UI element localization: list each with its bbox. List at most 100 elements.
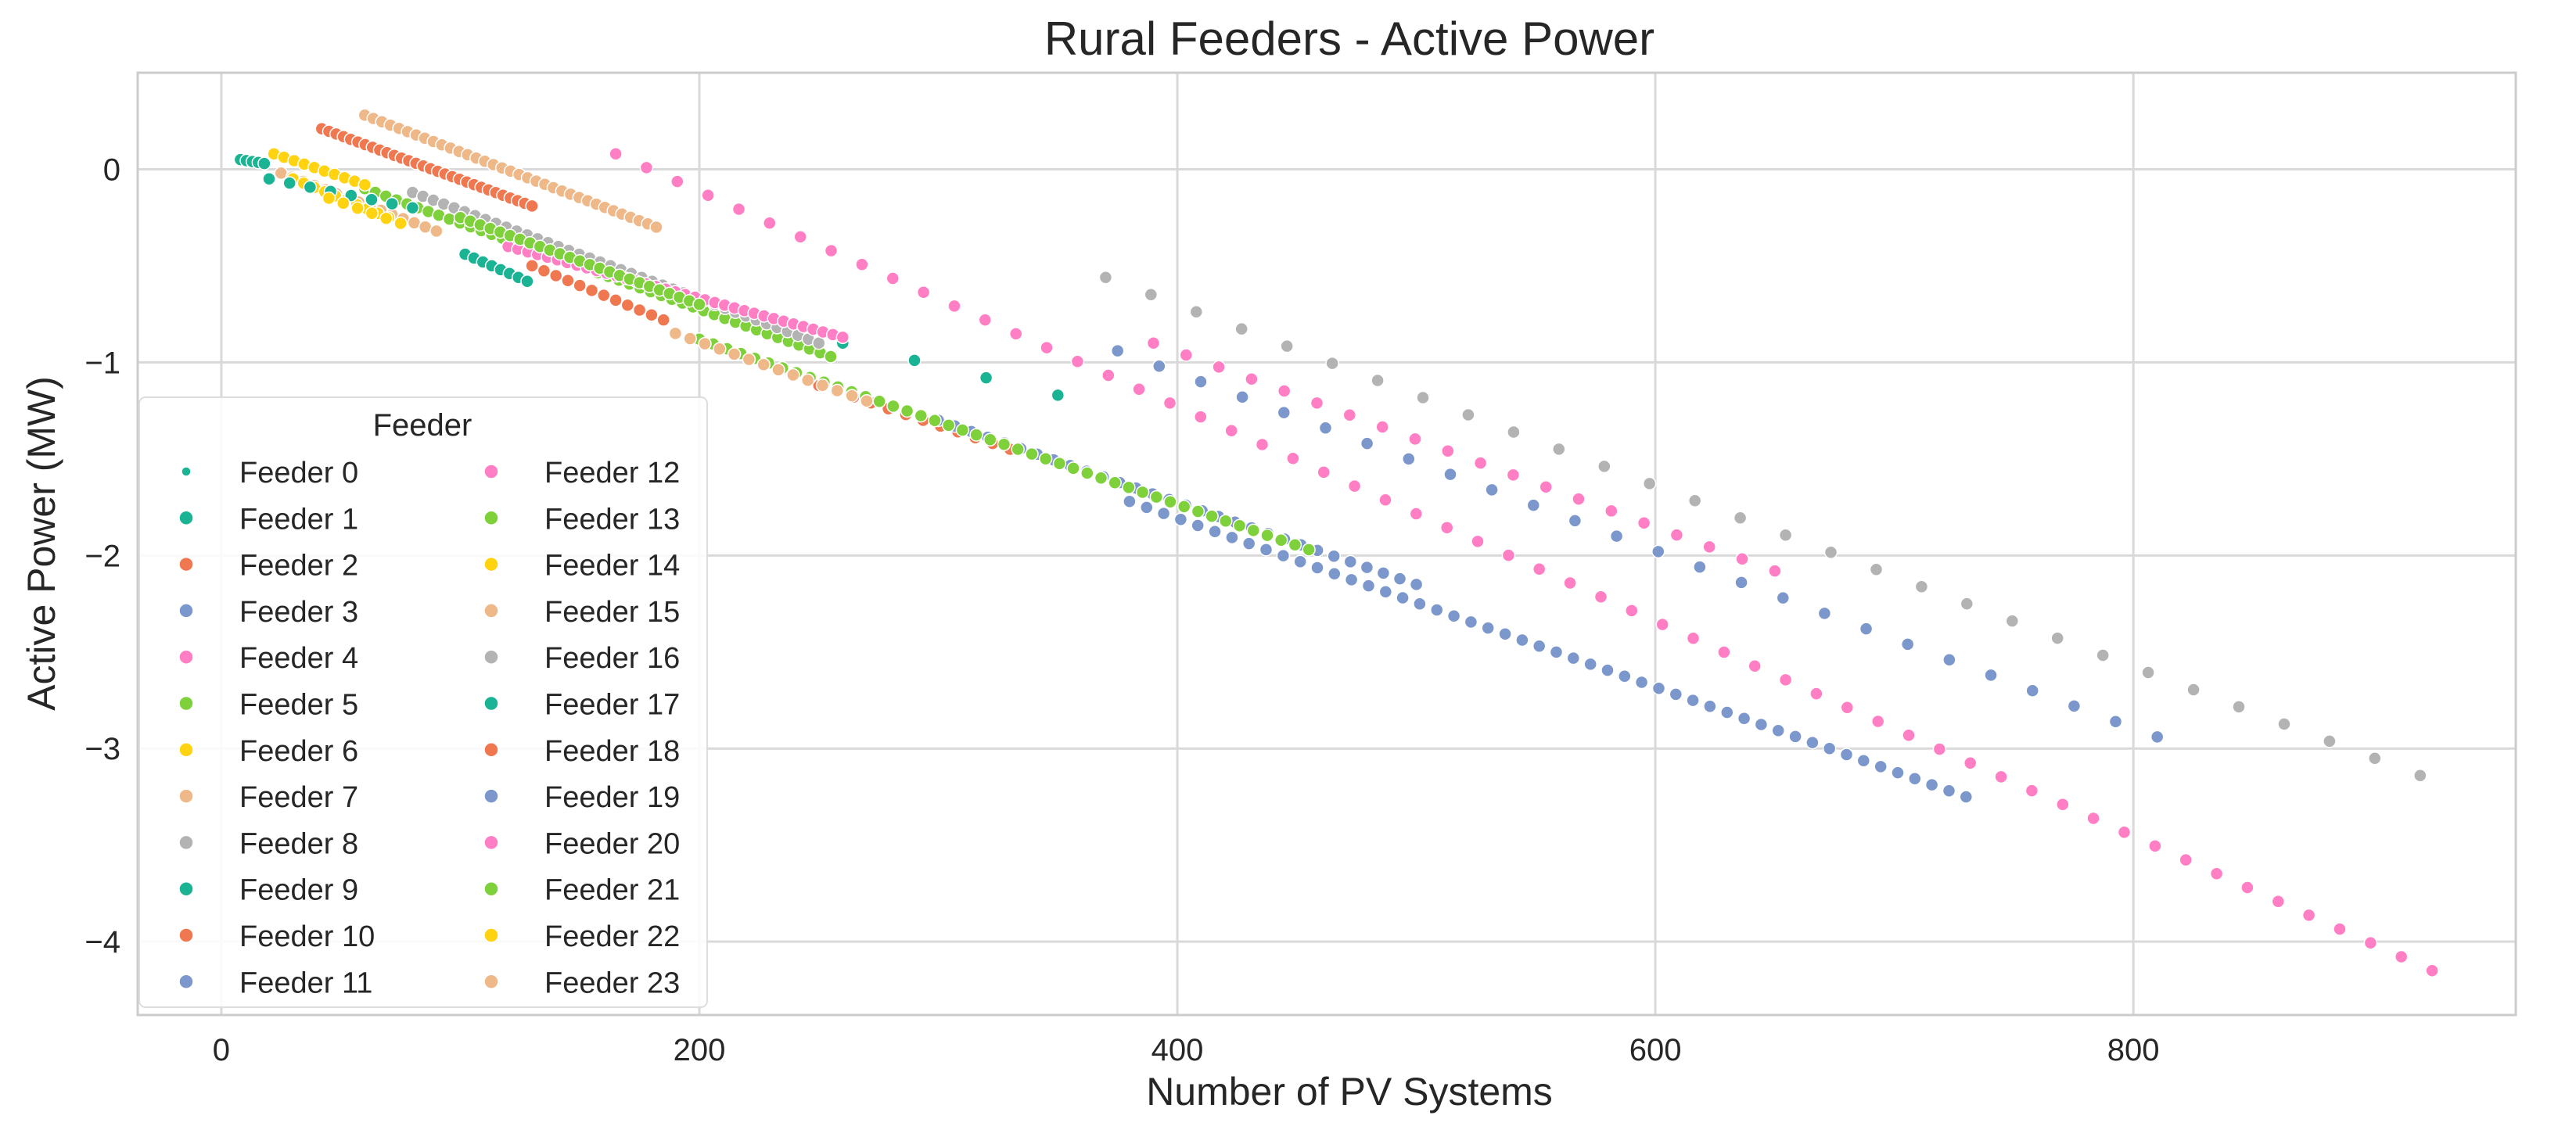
data-point [1642,476,1657,491]
data-point [1771,723,1785,737]
data-point [1123,494,1137,508]
chart-title: Rural Feeders - Active Power [1044,13,1654,65]
data-point [1720,705,1734,719]
data-point [1960,597,1974,611]
data-point [1748,658,1762,673]
legend-marker [483,695,499,712]
data-point [1173,512,1188,527]
data-point [668,326,683,341]
data-point [1778,673,1793,687]
data-point [1778,528,1793,543]
data-point [1288,538,1302,552]
data-point [1408,432,1422,447]
data-point [1902,728,1916,742]
x-tick-label: 800 [2107,1033,2160,1067]
data-point [1191,518,1205,533]
data-point [2150,730,2165,744]
legend-marker [483,834,499,851]
data-point [835,330,850,345]
series-feeder-1 [458,247,534,289]
data-point [1618,669,1632,683]
data-point [771,363,785,377]
data-point [2368,751,2382,766]
data-point [609,293,623,307]
data-point [1498,627,1512,641]
data-point [1441,443,1455,458]
legend-box [138,396,708,1008]
data-point [1361,579,1376,593]
data-point [1110,343,1125,358]
data-point [2096,648,2110,662]
series-feeder-15 [357,108,663,235]
legend-label: Feeder 8 [239,827,358,860]
data-point [2425,963,2439,977]
data-point [1040,340,1054,355]
data-point [2025,784,2039,798]
series-feeder-13 [453,210,706,312]
data-point [2141,665,2155,680]
data-point [2179,852,2193,867]
y-tick-label: 0 [103,152,120,187]
data-point [1601,663,1615,677]
data-point [1702,540,1716,554]
data-point [979,371,993,385]
data-point [1566,651,1581,665]
data-point [597,288,611,303]
data-point [1532,562,1547,576]
data-point [845,389,859,403]
data-point [1776,590,1791,605]
legend-label: Feeder 22 [544,920,680,953]
legend-label: Feeder 6 [239,735,358,768]
data-point [1549,645,1564,659]
data-point [978,313,993,327]
data-point [1066,461,1080,475]
data-point [1609,529,1624,543]
data-point [916,285,931,299]
data-point [1310,561,1324,575]
data-point [815,378,830,393]
data-point [1984,668,1998,683]
data-point [941,418,956,432]
legend: Feeder Feeder 0 Feeder 1 Feeder 2 Feeder 3 F… [138,396,708,1008]
data-point [393,216,408,231]
legend-marker [178,603,194,619]
series-feeder-18 [314,121,539,213]
data-point [763,216,777,230]
data-point [584,283,599,298]
data-point [1413,597,1427,611]
data-point [1205,509,1219,523]
data-point [282,176,296,190]
data-point [830,383,845,398]
data-point [656,313,670,327]
data-point [520,274,534,289]
data-point [1038,451,1053,466]
x-axis-label: Number of PV Systems [1146,1070,1553,1114]
data-point [1994,769,2008,784]
series-feeder-16 [1098,270,2427,783]
data-point [855,257,869,272]
x-tick-label: 400 [1151,1033,1204,1067]
series-feeder-6 [267,146,372,192]
legend-label: Feeder 3 [239,596,358,629]
data-point [786,368,800,382]
data-point [1135,485,1150,500]
data-point [1870,714,1885,729]
data-point [1856,753,1871,768]
data-point [2056,798,2070,812]
data-point [1246,523,1261,538]
data-point [357,178,372,192]
series-feeder-19 [1110,343,2165,744]
plot-frame [136,71,2517,1017]
legend-label: Feeder 13 [544,503,680,536]
data-point [756,357,771,371]
data-point [1225,530,1239,545]
data-point [1822,741,1837,756]
data-point [525,259,539,273]
data-point [713,342,727,357]
data-point [1255,437,1270,452]
data-point [1439,520,1454,535]
data-point [1532,639,1547,653]
data-point [1343,554,1358,569]
data-point [1347,479,1362,493]
data-point [1310,396,1324,411]
